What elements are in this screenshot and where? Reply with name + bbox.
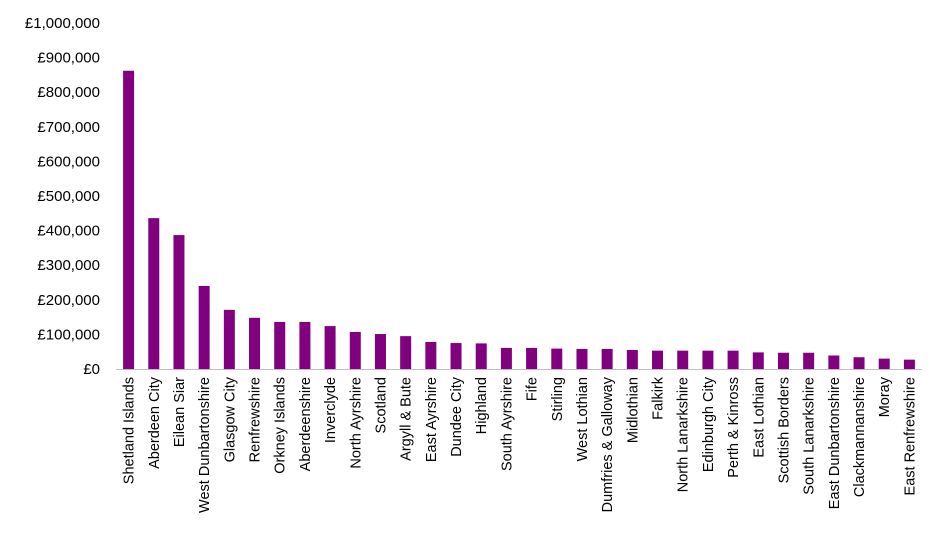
y-tick-label: £400,000 xyxy=(37,223,100,240)
y-tick-label: £300,000 xyxy=(37,257,100,274)
y-tick-label: £1,000,000 xyxy=(25,15,100,32)
x-tick-label: Dundee City xyxy=(449,376,465,457)
x-tick-label: Scotland xyxy=(373,377,389,433)
bar xyxy=(223,309,235,369)
x-tick-label: Falkirk xyxy=(651,376,667,419)
y-tick-label: £200,000 xyxy=(37,292,100,309)
y-tick-label: £0 xyxy=(83,361,100,378)
y-tick-label: £800,000 xyxy=(37,84,100,101)
x-tick-label: East Lothian xyxy=(751,377,767,458)
bar xyxy=(853,357,865,369)
bar xyxy=(299,321,311,369)
bar xyxy=(123,70,135,370)
bar xyxy=(803,352,815,369)
bar xyxy=(450,343,462,369)
x-tick-label: Orkney Islands xyxy=(273,377,289,474)
y-tick-label: £900,000 xyxy=(37,50,100,67)
bar xyxy=(148,218,160,369)
x-tick-label: South Ayrshire xyxy=(499,377,515,471)
bar xyxy=(526,347,538,369)
bar xyxy=(828,355,840,369)
y-tick-label: £700,000 xyxy=(37,119,100,136)
bar xyxy=(677,350,689,369)
x-tick-label: Eilean Siar xyxy=(172,377,188,447)
bar xyxy=(903,359,915,369)
x-tick-label: Highland xyxy=(474,377,490,434)
x-axis: Shetland Islands Aberdeen City Eilean Siar… xyxy=(116,369,922,513)
x-tick-label: Dumfries & Galloway xyxy=(600,376,616,512)
x-tick-label: Stirling xyxy=(550,377,566,421)
bar xyxy=(198,285,210,369)
bar xyxy=(324,326,336,369)
x-tick-label: Midlothian xyxy=(625,377,641,443)
bar xyxy=(652,350,664,369)
x-tick-label: Glasgow City xyxy=(222,376,238,462)
bar xyxy=(274,321,286,369)
bar xyxy=(425,342,437,369)
x-tick-label: East Dunbartonshire xyxy=(827,377,843,509)
bar xyxy=(475,343,487,369)
bar xyxy=(400,336,412,369)
x-tick-label: Fife xyxy=(525,377,541,401)
x-tick-label: East Ayrshire xyxy=(424,377,440,462)
bar xyxy=(727,350,739,369)
x-tick-label: Perth & Kinross xyxy=(726,377,742,478)
bar xyxy=(626,349,638,369)
x-tick-label: North Lanarkshire xyxy=(676,377,692,492)
x-tick-label: Clackmannanshire xyxy=(852,377,868,497)
x-tick-label: East Renfrewshire xyxy=(902,377,918,495)
bar xyxy=(752,352,764,369)
y-axis: £0 £100,000 £200,000 £300,000 £400,000 £500,0… xyxy=(25,15,100,378)
x-tick-label: South Lanarkshire xyxy=(802,377,818,495)
bar xyxy=(702,350,714,369)
bar xyxy=(576,348,588,369)
bar xyxy=(551,348,563,369)
y-tick-label: £500,000 xyxy=(37,188,100,205)
x-tick-label: West Lothian xyxy=(575,377,591,461)
bar xyxy=(878,358,890,369)
y-tick-label: £100,000 xyxy=(37,326,100,343)
x-tick-label: Renfrewshire xyxy=(248,377,264,462)
x-tick-label: Inverclyde xyxy=(323,377,339,443)
bar xyxy=(374,334,386,369)
x-tick-label: North Ayrshire xyxy=(348,377,364,469)
x-tick-label: Argyll & Bute xyxy=(399,377,415,461)
bar xyxy=(173,235,185,369)
bar xyxy=(249,317,261,369)
x-tick-label: West Dunbartonshire xyxy=(197,377,213,513)
x-tick-label: Aberdeenshire xyxy=(298,377,314,471)
x-tick-label: Edinburgh City xyxy=(701,376,717,472)
x-tick-label: Aberdeen City xyxy=(147,376,163,469)
bar xyxy=(601,348,613,369)
x-tick-label: Scottish Borders xyxy=(776,377,792,483)
bar xyxy=(349,331,361,369)
y-tick-label: £600,000 xyxy=(37,153,100,170)
x-tick-label: Shetland Islands xyxy=(122,377,138,484)
bars xyxy=(123,70,915,370)
bar xyxy=(500,347,512,369)
bar xyxy=(777,352,789,369)
x-tick-label: Moray xyxy=(877,376,893,417)
